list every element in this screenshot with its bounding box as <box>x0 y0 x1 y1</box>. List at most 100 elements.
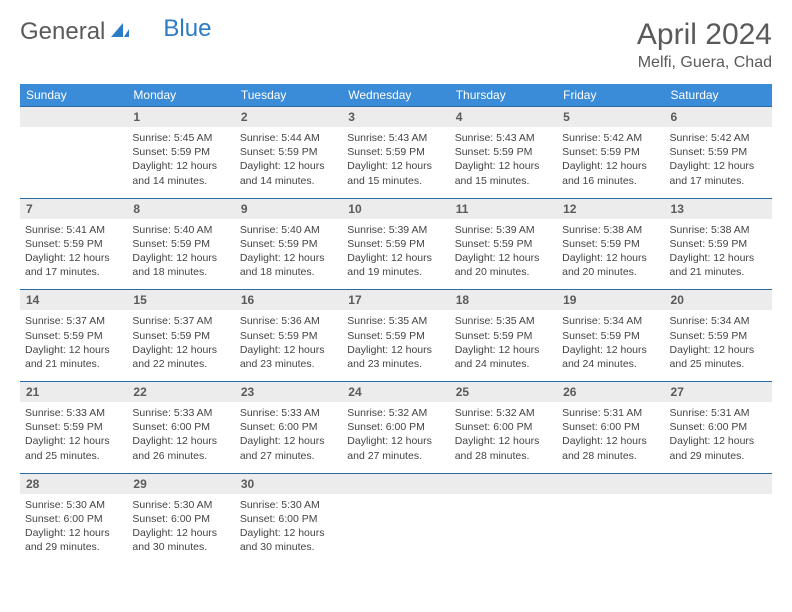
daylight-line: Daylight: 12 hours and 14 minutes. <box>132 159 229 187</box>
day-cell: 12Sunrise: 5:38 AMSunset: 5:59 PMDayligh… <box>557 198 664 290</box>
day-body <box>342 494 449 522</box>
month-title: April 2024 <box>637 18 772 52</box>
sunrise-line: Sunrise: 5:34 AM <box>562 314 659 328</box>
weekday-tuesday: Tuesday <box>235 84 342 107</box>
daylight-line: Daylight: 12 hours and 24 minutes. <box>562 343 659 371</box>
daylight-line: Daylight: 12 hours and 23 minutes. <box>347 343 444 371</box>
sunset-line: Sunset: 5:59 PM <box>347 237 444 251</box>
day-number: 15 <box>127 290 234 310</box>
day-cell: 3Sunrise: 5:43 AMSunset: 5:59 PMDaylight… <box>342 107 449 199</box>
sunset-line: Sunset: 5:59 PM <box>562 237 659 251</box>
sunset-line: Sunset: 6:00 PM <box>25 512 122 526</box>
daylight-line: Daylight: 12 hours and 27 minutes. <box>240 434 337 462</box>
day-number: 1 <box>127 107 234 127</box>
day-number: 2 <box>235 107 342 127</box>
day-cell: 6Sunrise: 5:42 AMSunset: 5:59 PMDaylight… <box>665 107 772 199</box>
sunrise-line: Sunrise: 5:43 AM <box>347 131 444 145</box>
sunrise-line: Sunrise: 5:37 AM <box>132 314 229 328</box>
sunrise-line: Sunrise: 5:32 AM <box>347 406 444 420</box>
sunset-line: Sunset: 5:59 PM <box>132 329 229 343</box>
day-cell: 17Sunrise: 5:35 AMSunset: 5:59 PMDayligh… <box>342 290 449 382</box>
day-body: Sunrise: 5:39 AMSunset: 5:59 PMDaylight:… <box>450 219 557 290</box>
daylight-line: Daylight: 12 hours and 14 minutes. <box>240 159 337 187</box>
day-body: Sunrise: 5:38 AMSunset: 5:59 PMDaylight:… <box>557 219 664 290</box>
sunset-line: Sunset: 5:59 PM <box>240 145 337 159</box>
sunset-line: Sunset: 5:59 PM <box>562 329 659 343</box>
daylight-line: Daylight: 12 hours and 21 minutes. <box>670 251 767 279</box>
weekday-wednesday: Wednesday <box>342 84 449 107</box>
daylight-line: Daylight: 12 hours and 30 minutes. <box>240 526 337 554</box>
weekday-sunday: Sunday <box>20 84 127 107</box>
day-number: 7 <box>20 199 127 219</box>
sunrise-line: Sunrise: 5:34 AM <box>670 314 767 328</box>
sunrise-line: Sunrise: 5:39 AM <box>347 223 444 237</box>
sunrise-line: Sunrise: 5:44 AM <box>240 131 337 145</box>
day-body: Sunrise: 5:36 AMSunset: 5:59 PMDaylight:… <box>235 310 342 381</box>
daylight-line: Daylight: 12 hours and 25 minutes. <box>25 434 122 462</box>
daylight-line: Daylight: 12 hours and 28 minutes. <box>455 434 552 462</box>
day-body: Sunrise: 5:38 AMSunset: 5:59 PMDaylight:… <box>665 219 772 290</box>
day-cell: 24Sunrise: 5:32 AMSunset: 6:00 PMDayligh… <box>342 382 449 474</box>
daylight-line: Daylight: 12 hours and 15 minutes. <box>347 159 444 187</box>
sunset-line: Sunset: 5:59 PM <box>347 329 444 343</box>
day-number: 27 <box>665 382 772 402</box>
week-2-daynum-row: 14Sunrise: 5:37 AMSunset: 5:59 PMDayligh… <box>20 290 772 382</box>
title-block: April 2024 Melfi, Guera, Chad <box>637 18 772 72</box>
daylight-line: Daylight: 12 hours and 18 minutes. <box>132 251 229 279</box>
sunset-line: Sunset: 5:59 PM <box>455 237 552 251</box>
day-number: 13 <box>665 199 772 219</box>
daylight-line: Daylight: 12 hours and 29 minutes. <box>670 434 767 462</box>
day-number: 12 <box>557 199 664 219</box>
sunrise-line: Sunrise: 5:38 AM <box>562 223 659 237</box>
day-number: 19 <box>557 290 664 310</box>
sunset-line: Sunset: 5:59 PM <box>25 329 122 343</box>
weekday-thursday: Thursday <box>450 84 557 107</box>
day-body: Sunrise: 5:30 AMSunset: 6:00 PMDaylight:… <box>235 494 342 565</box>
day-body: Sunrise: 5:45 AMSunset: 5:59 PMDaylight:… <box>127 127 234 198</box>
sunrise-line: Sunrise: 5:33 AM <box>240 406 337 420</box>
day-cell: 16Sunrise: 5:36 AMSunset: 5:59 PMDayligh… <box>235 290 342 382</box>
daylight-line: Daylight: 12 hours and 18 minutes. <box>240 251 337 279</box>
sunset-line: Sunset: 5:59 PM <box>132 145 229 159</box>
day-cell: 14Sunrise: 5:37 AMSunset: 5:59 PMDayligh… <box>20 290 127 382</box>
sunrise-line: Sunrise: 5:32 AM <box>455 406 552 420</box>
day-number <box>450 474 557 494</box>
day-number: 17 <box>342 290 449 310</box>
location-text: Melfi, Guera, Chad <box>637 54 772 72</box>
day-number: 29 <box>127 474 234 494</box>
day-number <box>20 107 127 127</box>
day-body: Sunrise: 5:37 AMSunset: 5:59 PMDaylight:… <box>20 310 127 381</box>
daylight-line: Daylight: 12 hours and 27 minutes. <box>347 434 444 462</box>
sunset-line: Sunset: 5:59 PM <box>670 329 767 343</box>
sunset-line: Sunset: 6:00 PM <box>240 420 337 434</box>
sunrise-line: Sunrise: 5:31 AM <box>562 406 659 420</box>
day-cell: 1Sunrise: 5:45 AMSunset: 5:59 PMDaylight… <box>127 107 234 199</box>
day-number: 10 <box>342 199 449 219</box>
day-cell: 25Sunrise: 5:32 AMSunset: 6:00 PMDayligh… <box>450 382 557 474</box>
day-body: Sunrise: 5:44 AMSunset: 5:59 PMDaylight:… <box>235 127 342 198</box>
day-cell: 29Sunrise: 5:30 AMSunset: 6:00 PMDayligh… <box>127 473 234 564</box>
day-cell <box>20 107 127 199</box>
day-number: 11 <box>450 199 557 219</box>
sunrise-line: Sunrise: 5:30 AM <box>25 498 122 512</box>
sunrise-line: Sunrise: 5:31 AM <box>670 406 767 420</box>
sunrise-line: Sunrise: 5:40 AM <box>132 223 229 237</box>
page-header: General Blue April 2024 Melfi, Guera, Ch… <box>20 18 772 72</box>
day-number: 9 <box>235 199 342 219</box>
day-number: 20 <box>665 290 772 310</box>
daylight-line: Daylight: 12 hours and 21 minutes. <box>25 343 122 371</box>
day-body: Sunrise: 5:43 AMSunset: 5:59 PMDaylight:… <box>450 127 557 198</box>
day-number: 18 <box>450 290 557 310</box>
day-cell: 2Sunrise: 5:44 AMSunset: 5:59 PMDaylight… <box>235 107 342 199</box>
week-3-daynum-row: 21Sunrise: 5:33 AMSunset: 5:59 PMDayligh… <box>20 382 772 474</box>
weekday-monday: Monday <box>127 84 234 107</box>
day-cell: 19 Sunrise: 5:34 AMSunset: 5:59 PMDayligh… <box>557 290 664 382</box>
sunrise-line: Sunrise: 5:33 AM <box>132 406 229 420</box>
sunset-line: Sunset: 6:00 PM <box>132 420 229 434</box>
sunrise-line: Sunrise: 5:42 AM <box>562 131 659 145</box>
sunset-line: Sunset: 5:59 PM <box>670 237 767 251</box>
weekday-header-row: SundayMondayTuesdayWednesdayThursdayFrid… <box>20 84 772 107</box>
day-body: Sunrise: 5:37 AMSunset: 5:59 PMDaylight:… <box>127 310 234 381</box>
day-number: 6 <box>665 107 772 127</box>
daylight-line: Daylight: 12 hours and 22 minutes. <box>132 343 229 371</box>
